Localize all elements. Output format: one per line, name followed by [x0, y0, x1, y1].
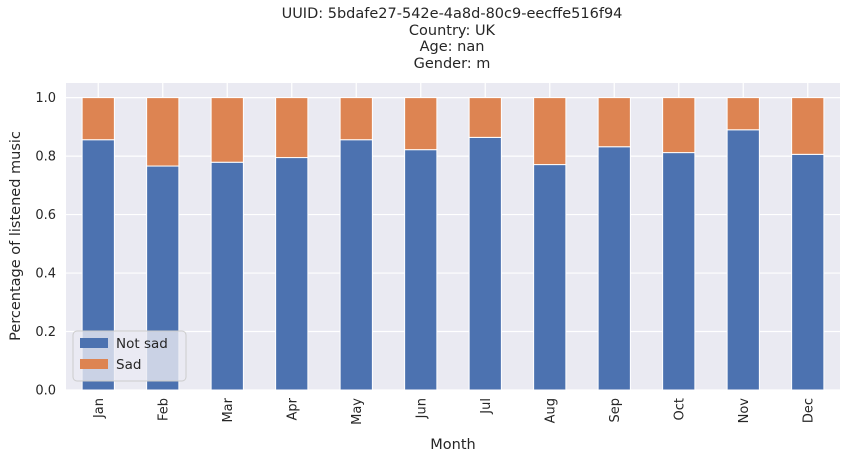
bar-sad-oct — [662, 97, 696, 154]
y-tick-labels: 0.0 0.2 0.4 0.6 0.8 1.0 — [35, 91, 56, 398]
bar-sad-nov — [726, 97, 760, 131]
y-tick-label: 1.0 — [35, 91, 56, 106]
x-axis-label: Month — [430, 437, 475, 453]
plot-background — [66, 83, 840, 390]
x-tick-label-sep: Sep — [608, 398, 623, 423]
y-tick-label: 0.4 — [35, 267, 56, 282]
x-tick-label-oct: Oct — [672, 398, 687, 420]
x-tick-label-apr: Apr — [285, 397, 300, 420]
bar-not-sad-sep — [597, 146, 631, 391]
bar-not-sad-nov — [726, 129, 760, 391]
legend: Not sad Sad — [72, 330, 187, 382]
bar-not-sad-oct — [662, 152, 696, 391]
bar-not-sad-aug — [533, 164, 567, 391]
bar-sad-mar — [210, 97, 244, 163]
bar-not-sad-may — [339, 139, 373, 391]
bar-sad-jul — [468, 97, 502, 138]
bar-not-sad-dec — [791, 153, 825, 391]
bar-sad-sep — [597, 97, 631, 148]
y-tick-label: 0.2 — [35, 325, 56, 340]
y-axis-label: Percentage of listened music — [8, 131, 24, 341]
x-tick-labels: Jan Feb Mar Apr May Jun Jul Aug Sep Oct Nov Dec — [92, 397, 817, 425]
bar-sad-jun — [404, 97, 438, 151]
x-tick-label-may: May — [350, 398, 365, 425]
x-tick-label-nov: Nov — [737, 398, 752, 424]
bar-sad-feb — [146, 97, 180, 167]
x-tick-label-jul: Jul — [479, 398, 494, 415]
x-tick-label-aug: Aug — [543, 398, 558, 423]
title-line-age: Age: nan — [419, 39, 485, 55]
y-tick-label: 0.8 — [35, 150, 56, 165]
bar-not-sad-jul — [468, 136, 502, 391]
x-tick-label-jan: Jan — [92, 398, 107, 419]
bar-not-sad-mar — [210, 161, 244, 391]
bar-sad-jan — [81, 97, 115, 141]
x-tick-label-feb: Feb — [156, 398, 171, 421]
bar-sad-may — [339, 97, 373, 141]
y-tick-label: 0.6 — [35, 208, 56, 223]
title-line-country: Country: UK — [408, 22, 496, 39]
y-tick-label: 0.0 — [35, 384, 56, 399]
bar-not-sad-jun — [404, 149, 438, 391]
bar-sad-apr — [275, 97, 309, 159]
x-tick-label-mar: Mar — [221, 397, 236, 422]
legend-label-sad: Sad — [116, 357, 141, 373]
legend-label-not-sad: Not sad — [116, 336, 168, 352]
bar-sad-aug — [533, 97, 567, 166]
bar-sad-dec — [791, 97, 825, 155]
x-tick-label-jun: Jun — [414, 398, 429, 419]
legend-swatch-sad — [80, 359, 108, 369]
bar-not-sad-apr — [275, 157, 309, 391]
x-tick-label-dec: Dec — [801, 398, 816, 423]
title-line-gender: Gender: m — [413, 55, 491, 72]
title-line-uuid: UUID: 5bdafe27-542e-4a8d-80c9-eecffe516f… — [281, 6, 623, 22]
legend-swatch-not-sad — [80, 338, 108, 348]
chart-title: UUID: 5bdafe27-542e-4a8d-80c9-eecffe516f… — [0, 6, 850, 72]
